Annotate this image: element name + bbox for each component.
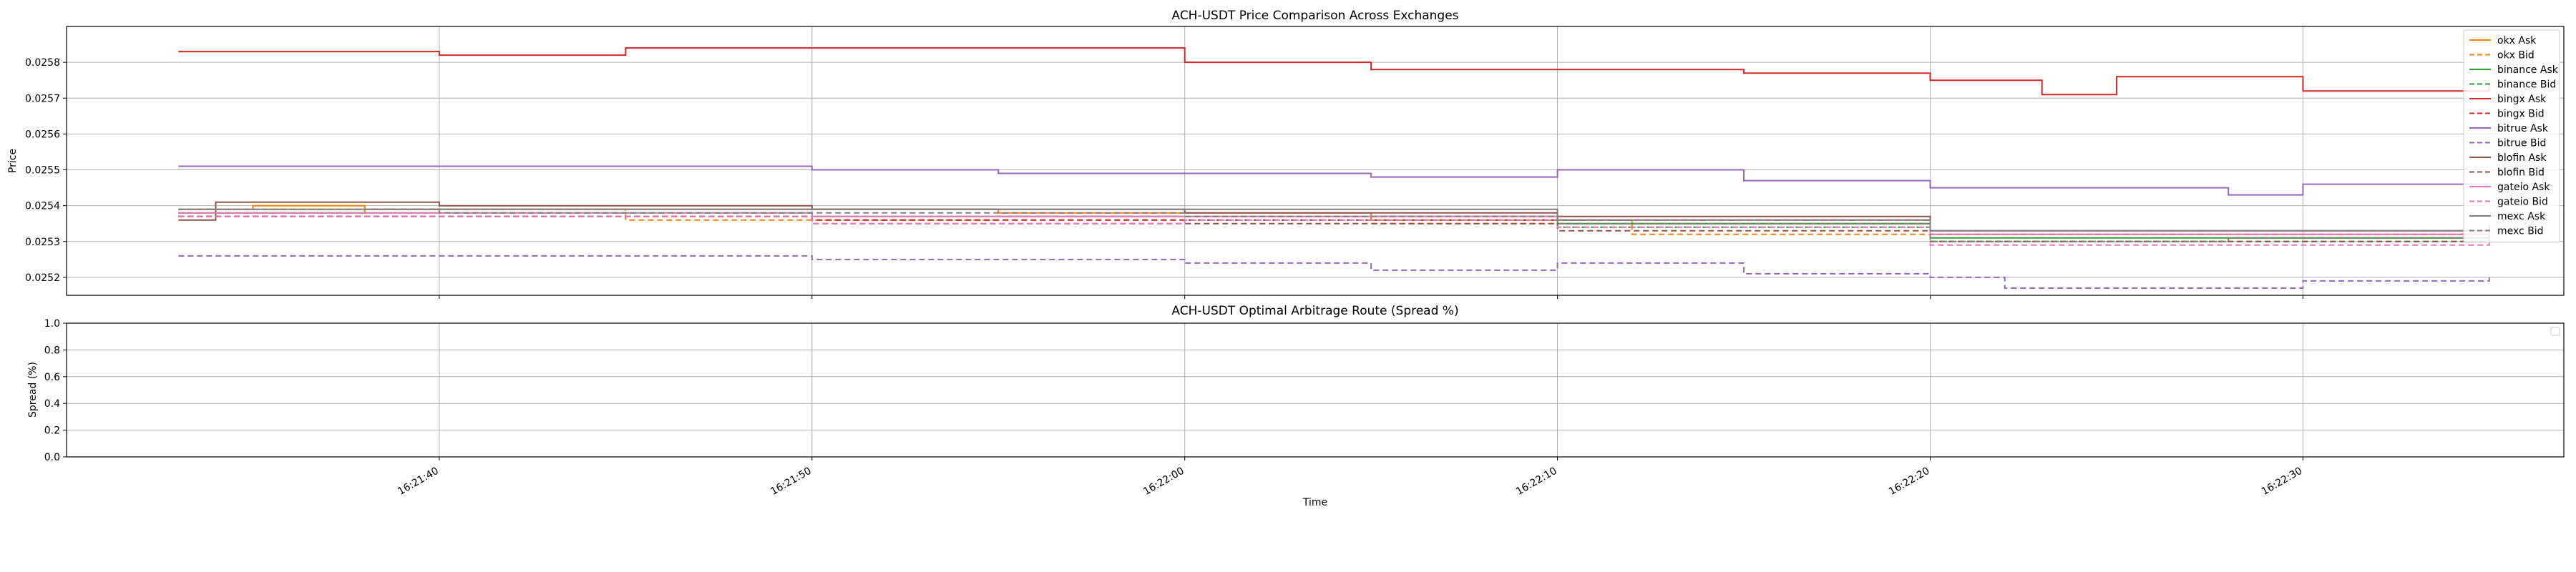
price-y-tick-label: 0.0253 bbox=[25, 237, 60, 248]
legend-label: gateio Ask bbox=[2497, 182, 2550, 193]
spread-y-tick-label: 1.0 bbox=[44, 318, 60, 330]
spread-y-tick-label: 0.4 bbox=[44, 398, 60, 410]
x-tick-label: 16:22:10 bbox=[1514, 465, 1558, 498]
legend-label: bingx Bid bbox=[2497, 109, 2545, 120]
spread-chart-ylabel: Spread (%) bbox=[27, 362, 39, 418]
legend-label: mexc Ask bbox=[2497, 211, 2546, 222]
spread-chart-legend-box bbox=[2550, 327, 2560, 336]
x-tick-label: 16:22:00 bbox=[1141, 465, 1186, 498]
legend-label: gateio Bid bbox=[2497, 197, 2548, 208]
legend-label: binance Ask bbox=[2497, 64, 2559, 76]
series-line-bitrue-ask bbox=[178, 165, 2489, 196]
price-chart-legend: okx Ask okx Bid binance Ask binance Bid bing… bbox=[2463, 29, 2560, 243]
x-tick-label: 16:21:40 bbox=[396, 465, 440, 498]
price-chart-title: ACH-USDT Price Comparison Across Exchang… bbox=[1171, 9, 1458, 23]
series-line-blofin-bid bbox=[178, 215, 2489, 242]
legend-label: okx Ask bbox=[2497, 35, 2537, 46]
spread-chart: ACH-USDT Optimal Arbitrage Route (Spread… bbox=[27, 304, 2565, 498]
spread-y-tick-label: 0.8 bbox=[44, 345, 60, 356]
legend-label: bingx Ask bbox=[2497, 94, 2547, 105]
price-chart-frame bbox=[66, 26, 2565, 296]
legend-label: blofin Bid bbox=[2497, 167, 2545, 179]
x-tick-label: 16:22:20 bbox=[1887, 465, 1931, 498]
price-y-tick-label: 0.0257 bbox=[25, 93, 60, 104]
price-y-tick-label: 0.0258 bbox=[25, 57, 60, 69]
legend-label: bitrue Bid bbox=[2497, 138, 2546, 149]
legend-label: okx Bid bbox=[2497, 50, 2534, 61]
price-chart-ylabel: Price bbox=[7, 149, 19, 173]
price-chart-grid bbox=[67, 26, 2564, 299]
spread-chart-y-ticks: 0.0 0.2 0.4 0.6 0.8 1.0 bbox=[44, 318, 67, 463]
series-line-mexc-bid bbox=[178, 208, 2489, 242]
series-line-bitrue-bid bbox=[178, 255, 2490, 289]
price-chart-series bbox=[178, 47, 2490, 289]
legend-label: mexc Bid bbox=[2497, 226, 2544, 237]
spread-y-tick-label: 0.0 bbox=[44, 452, 60, 463]
price-y-tick-label: 0.0255 bbox=[25, 165, 60, 177]
series-line-okx-bid bbox=[178, 208, 2489, 242]
price-chart: ACH-USDT Price Comparison Across Exchang… bbox=[7, 9, 2565, 299]
legend-label: bitrue Ask bbox=[2497, 123, 2549, 134]
spread-y-tick-label: 0.6 bbox=[44, 372, 60, 383]
spread-y-tick-label: 0.2 bbox=[44, 425, 60, 437]
price-y-tick-label: 0.0254 bbox=[25, 201, 60, 212]
spread-chart-grid bbox=[67, 322, 2564, 458]
series-line-bingx-ask bbox=[178, 47, 2490, 96]
price-y-tick-label: 0.0256 bbox=[25, 129, 60, 140]
series-line-bingx-bid bbox=[178, 215, 2489, 235]
x-tick-label: 16:21:50 bbox=[769, 465, 813, 498]
legend-label: binance Bid bbox=[2497, 79, 2556, 91]
spread-chart-title: ACH-USDT Optimal Arbitrage Route (Spread… bbox=[1171, 304, 1458, 318]
spread-chart-frame bbox=[66, 322, 2565, 458]
x-axis-ticks: 16:21:40 16:21:50 16:22:00 16:22:10 16:22:20… bbox=[396, 457, 2304, 498]
legend-label: blofin Ask bbox=[2497, 152, 2547, 164]
series-line-mexc-ask bbox=[178, 208, 2489, 232]
price-legend-box bbox=[2463, 29, 2560, 243]
x-tick-label: 16:22:30 bbox=[2260, 465, 2304, 498]
x-axis-label: Time bbox=[1302, 497, 1327, 508]
price-y-tick-label: 0.0252 bbox=[25, 272, 60, 284]
price-chart-y-ticks: 0.0252 0.0253 0.0254 0.0255 0.0256 0.0257 0.02… bbox=[25, 57, 67, 284]
